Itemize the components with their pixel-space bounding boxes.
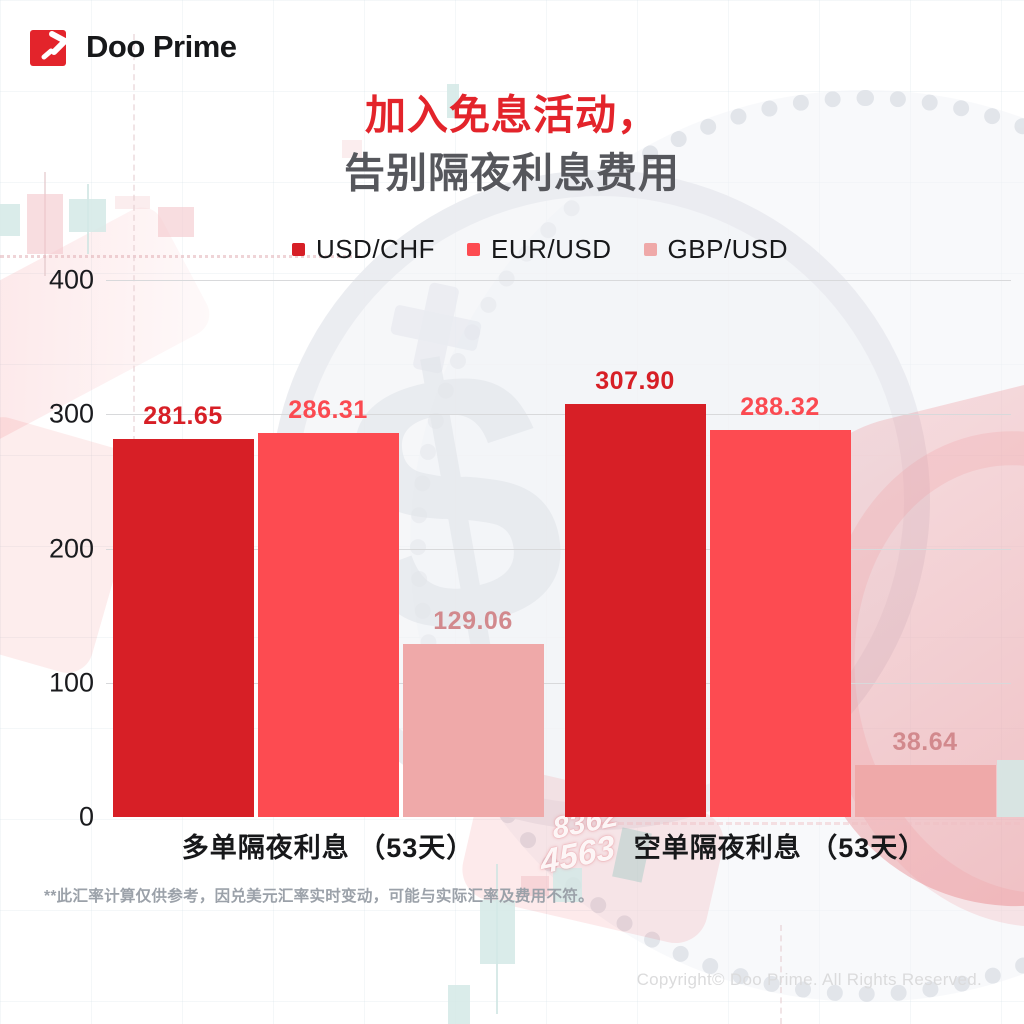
legend-marker-icon bbox=[291, 243, 305, 256]
candlestick-decoration bbox=[115, 196, 150, 209]
bar-value-label: 281.65 bbox=[143, 401, 223, 430]
x-axis-label: 多单隔夜利息 （53天） bbox=[181, 833, 475, 863]
gridline bbox=[106, 414, 1011, 416]
gridline bbox=[106, 682, 1011, 684]
title-line-1: 加入免息活动， bbox=[365, 92, 659, 138]
legend-item-usd-chf: USD/CHF bbox=[291, 234, 435, 265]
doo-prime-logo-icon bbox=[30, 30, 68, 66]
y-axis-tick-label: 0 bbox=[78, 801, 94, 832]
legend-item-eur-usd: EUR/USD bbox=[467, 234, 612, 265]
legend-marker-icon bbox=[643, 243, 657, 256]
candlestick-decoration bbox=[0, 204, 20, 236]
doo-prime-logo: Doo Prime bbox=[30, 26, 237, 68]
dashed-vline-decoration bbox=[133, 34, 135, 442]
bar-value-label: 288.32 bbox=[740, 392, 820, 421]
candlestick-decoration bbox=[27, 194, 63, 254]
gridline bbox=[106, 548, 1011, 550]
dashed-vline-decoration bbox=[780, 925, 782, 1024]
x-axis-label: 空单隔夜利息 （53天） bbox=[633, 833, 927, 863]
dotted-line-decoration bbox=[0, 255, 360, 258]
footnote-disclaimer: **此汇率计算仅供参考，因兑美元汇率实时变动，可能与实际汇率及费用不符。 bbox=[44, 888, 594, 905]
bar-usd-chf bbox=[112, 438, 254, 817]
logo-text: Doo Prime bbox=[86, 29, 237, 64]
y-axis-tick-label: 200 bbox=[48, 533, 94, 563]
copyright-text: Copyright© Doo Prime. All Rights Reserve… bbox=[636, 970, 982, 989]
legend-label: EUR/USD bbox=[491, 234, 612, 264]
legend-item-gbp-usd: GBP/USD bbox=[643, 234, 789, 265]
bar-usd-chf bbox=[564, 403, 706, 817]
candlestick-decoration bbox=[342, 140, 362, 158]
candlestick-decoration bbox=[521, 876, 549, 896]
legend-marker-icon bbox=[467, 243, 480, 256]
candlestick-decoration bbox=[480, 900, 515, 964]
bar-value-label: 129.06 bbox=[433, 606, 513, 635]
gridline bbox=[106, 280, 1011, 281]
bar-gbp-usd bbox=[854, 765, 996, 817]
candlestick-decoration bbox=[158, 207, 194, 237]
y-axis-tick-label: 100 bbox=[48, 667, 94, 698]
candlestick-decoration bbox=[553, 868, 582, 902]
legend-label: GBP/USD bbox=[667, 234, 789, 264]
candlestick-decoration bbox=[448, 985, 470, 1024]
poster-title: 加入免息活动， 告别隔夜利息费用 bbox=[0, 86, 1024, 202]
bar-value-label: 307.90 bbox=[595, 366, 675, 395]
bar-eur-usd bbox=[257, 432, 399, 817]
bar-value-label: 286.31 bbox=[288, 395, 368, 424]
bar-value-label: 38.64 bbox=[892, 728, 958, 757]
y-axis-tick-label: 300 bbox=[48, 398, 94, 429]
y-axis-tick-label: 400 bbox=[48, 264, 94, 295]
candlestick-decoration bbox=[997, 760, 1024, 817]
bar-gbp-usd bbox=[402, 643, 544, 817]
legend-label: USD/CHF bbox=[315, 234, 435, 264]
bar-eur-usd bbox=[709, 429, 851, 817]
dashed-hline-decoration bbox=[600, 822, 1020, 825]
title-line-2: 告别隔夜利息费用 bbox=[344, 150, 680, 196]
candlestick-decoration bbox=[447, 84, 459, 118]
chart-legend: USD/CHF EUR/USD GBP/USD bbox=[28, 234, 1024, 265]
candlestick-decoration bbox=[69, 199, 106, 232]
